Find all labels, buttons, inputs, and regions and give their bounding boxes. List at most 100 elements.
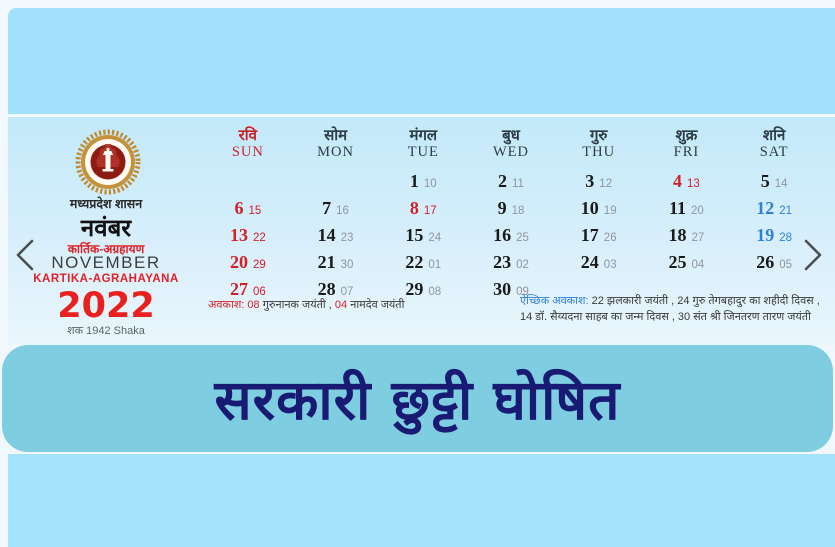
calendar-background (8, 117, 835, 345)
weekday-hindi-label: मंगल (409, 127, 438, 144)
hindu-date: 18 (511, 205, 525, 217)
date-cell-7: 7 16 (292, 196, 380, 223)
gregorian-date: 23 (493, 252, 512, 272)
calendar-week-row: 13 22 14 23 15 24 16 25 17 26 18 27 19 28 (204, 223, 818, 250)
lunar-months-english: KARTIKA-AGRAHAYANA (33, 273, 179, 285)
date-cell-17: 17 26 (555, 223, 643, 250)
banner-headline: सरकारी छुट्टी घोषित (214, 368, 621, 432)
date-cell-4: 4 13 (643, 169, 731, 196)
top-background-block (8, 8, 835, 114)
weekday-english-label: SAT (759, 144, 789, 160)
date-cell-2: 2 11 (467, 169, 555, 196)
month-name-english: NOVEMBER (51, 253, 161, 272)
hindu-date: 24 (428, 232, 442, 244)
hindu-date: 04 (691, 259, 705, 271)
hindu-date: 25 (516, 232, 529, 244)
date-cell-25: 25 04 (643, 250, 731, 277)
gregorian-date: 11 (669, 198, 687, 218)
weekday-english-label: TUE (407, 144, 439, 160)
shaka-era-label: शक 1942 Shaka (67, 325, 145, 337)
gregorian-date: 5 (760, 171, 770, 191)
date-cell-22: 22 01 (379, 250, 467, 277)
month-name-hindi: नवंबर (80, 215, 132, 242)
gregorian-date: 8 (409, 198, 419, 218)
hindu-date: 22 (252, 232, 266, 244)
holiday-note: अवकाश: 08 गुरुनानक जयंती , 04 नामदेव जयं… (208, 297, 508, 313)
hindu-date: 02 (516, 259, 529, 271)
weekday-header-fri: शुक्र FRI (643, 127, 731, 169)
hindu-date: 01 (428, 259, 442, 271)
note-segment: नामदेव जयंती (347, 299, 405, 311)
hindu-date: 09 (516, 286, 529, 298)
calendar-week-row: 6 15 7 16 8 17 9 18 10 19 11 20 12 21 (204, 196, 818, 223)
month-info-panel: मध्यप्रदेश शासन नवंबर कार्तिक-अग्रहायण N… (8, 117, 204, 345)
gregorian-date: 10 (580, 198, 599, 218)
hindu-date: 11 (512, 178, 524, 190)
gregorian-date: 9 (497, 198, 507, 218)
weekday-hindi-label: रवि (238, 127, 258, 144)
gregorian-date: 13 (229, 225, 248, 245)
date-cell-28: 28 07 (292, 277, 380, 304)
gregorian-date: 26 (756, 252, 775, 272)
date-cell-9: 9 18 (467, 196, 555, 223)
hindu-date: 14 (774, 178, 788, 190)
bottom-background-block (8, 454, 835, 547)
hindu-date: 26 (603, 232, 617, 244)
lunar-months-hindi: कार्तिक-अग्रहायण (67, 242, 145, 256)
calendar-week-row: 27 06 28 07 29 08 30 09 (204, 277, 818, 304)
weekday-header-thu: गुरु THU (555, 127, 643, 169)
weekday-hindi-label: गुरु (589, 127, 608, 144)
hindu-date: 30 (340, 259, 354, 271)
hindu-date: 29 (252, 259, 266, 271)
year-label: 2022 (57, 286, 155, 326)
previous-month-chevron-icon[interactable] (12, 238, 38, 272)
gregorian-date: 14 (317, 225, 336, 245)
gregorian-date: 24 (580, 252, 599, 272)
note-segment: गुरुनानक जयंती , (259, 299, 335, 311)
note-segment: अवकाश: (208, 299, 248, 311)
gregorian-date: 28 (317, 279, 336, 299)
date-cell-8: 8 17 (379, 196, 467, 223)
weekday-english-label: SUN (231, 144, 264, 160)
date-cell-30: 30 09 (467, 277, 555, 304)
weekday-header-mon: सोम MON (292, 127, 380, 169)
date-cell-23: 23 02 (467, 250, 555, 277)
date-cell-empty (292, 169, 380, 196)
gregorian-date: 27 (229, 279, 248, 299)
gregorian-date: 16 (493, 225, 512, 245)
gregorian-date: 12 (756, 198, 775, 218)
date-cell-16: 16 25 (467, 223, 555, 250)
date-cell-29: 29 08 (379, 277, 467, 304)
date-cell-3: 3 12 (555, 169, 643, 196)
hindu-date: 19 (603, 205, 617, 217)
weekday-hindi-label: सोम (324, 127, 348, 144)
hindu-date: 17 (423, 205, 437, 217)
hindu-date: 28 (779, 232, 793, 244)
date-cell-27: 27 06 (204, 277, 292, 304)
date-cell-26: 26 05 (730, 250, 818, 277)
weekday-english-label: WED (492, 144, 529, 160)
date-cell-6: 6 15 (204, 196, 292, 223)
gregorian-date: 3 (585, 171, 595, 191)
gregorian-date: 6 (234, 198, 244, 218)
calendar-grid: रवि SUN सोम MON मंगल TUE बुध WED गुरु THU शुक्र FRI… (204, 127, 818, 304)
date-cell-24: 24 03 (555, 250, 643, 277)
weekday-hindi-label: शनि (762, 127, 786, 144)
gregorian-date: 18 (668, 225, 687, 245)
hindu-date: 06 (252, 286, 266, 298)
hindu-date: 20 (691, 205, 704, 217)
hindu-date: 21 (779, 205, 793, 217)
calendar-week-row: 1 10 2 11 3 12 4 13 5 14 (204, 169, 818, 196)
note-segment: 08 (247, 299, 260, 311)
hindu-date: 10 (423, 178, 437, 190)
hindu-date: 27 (691, 232, 705, 244)
weekday-english-label: MON (317, 144, 354, 160)
date-cell-empty (204, 169, 292, 196)
date-cell-5: 5 14 (730, 169, 818, 196)
date-cell-1: 1 10 (379, 169, 467, 196)
date-cell-10: 10 19 (555, 196, 643, 223)
next-month-chevron-icon[interactable] (800, 238, 826, 272)
hindu-date: 23 (340, 232, 354, 244)
date-cell-20: 20 29 (204, 250, 292, 277)
gregorian-date: 19 (756, 225, 775, 245)
